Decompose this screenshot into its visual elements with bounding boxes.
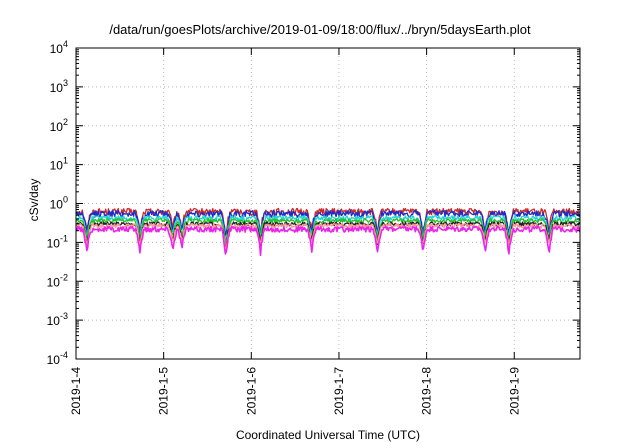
series-line xyxy=(76,218,580,245)
x-tick-label: 2019-1-6 xyxy=(244,367,258,415)
x-tick-label: 2019-1-8 xyxy=(420,367,434,415)
x-tick-label: 2019-1-4 xyxy=(69,367,83,415)
y-tick-label: 10-3 xyxy=(47,311,68,328)
x-tick-label: 2019-1-5 xyxy=(157,367,171,415)
y-tick-label: 103 xyxy=(50,78,68,95)
grid-lines xyxy=(76,48,580,359)
series-group xyxy=(76,207,580,257)
y-tick-label: 104 xyxy=(50,39,68,56)
chart-title: /data/run/goesPlots/archive/2019-01-09/1… xyxy=(109,22,531,37)
y-tick-label: 102 xyxy=(50,117,68,134)
y-tick-label: 10-2 xyxy=(47,272,68,289)
x-axis-label: Coordinated Universal Time (UTC) xyxy=(235,428,421,442)
y-tick-label: 100 xyxy=(50,195,68,212)
x-axis: 2019-1-4 2019-1-5 2019-1-6 2019-1-7 2019-1-8… xyxy=(69,48,521,415)
x-tick-label: 2019-1-9 xyxy=(507,367,521,415)
y-tick-label: 10-4 xyxy=(47,350,68,367)
y-tick-label: 101 xyxy=(50,156,68,173)
y-axis-label: cSv/day xyxy=(27,178,41,222)
y-axis: 10-4 10-3 10-2 10-1 100 101 102 103 104 xyxy=(47,39,580,367)
series-line xyxy=(76,225,580,257)
y-tick-label: 10-1 xyxy=(47,233,68,250)
series-line xyxy=(76,222,580,252)
x-tick-label: 2019-1-7 xyxy=(332,367,346,415)
